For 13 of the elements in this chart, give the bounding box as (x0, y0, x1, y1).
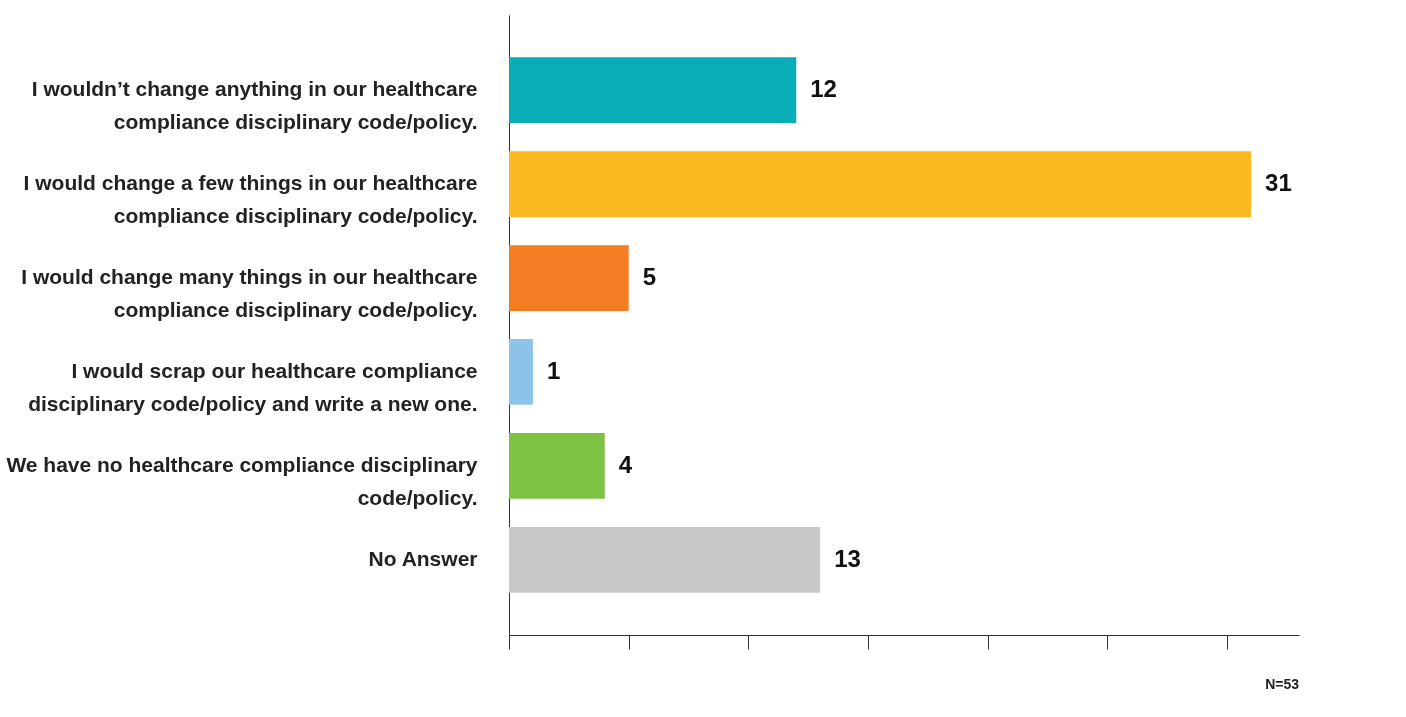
data-label: 31 (1265, 169, 1292, 197)
text: N=53 (1265, 676, 1300, 692)
y-tick-label: I would change many things in our healthcare compliance disciplinary code/policy. (21, 265, 478, 322)
data-label: 12 (810, 75, 837, 103)
data-label: 5 (642, 263, 657, 291)
y-tick-label: I wouldn’t change anything in our healthcare compliance disciplinary code/policy. (31, 77, 478, 134)
y-tick-label: No Answer (368, 546, 478, 570)
data-label: 1 (546, 356, 561, 384)
y-tick-label: I would change a few things in our healthcare compliance disciplinary code/policy. (23, 171, 478, 228)
y-tick-label: I would scrap our healthcare compliance disciplinary code/policy and write a new one. (28, 358, 478, 415)
y-tick-label: We have no healthcare compliance disciplinary code/policy. (6, 452, 478, 509)
data-label: 4 (618, 450, 633, 478)
data-label: 13 (834, 544, 861, 572)
